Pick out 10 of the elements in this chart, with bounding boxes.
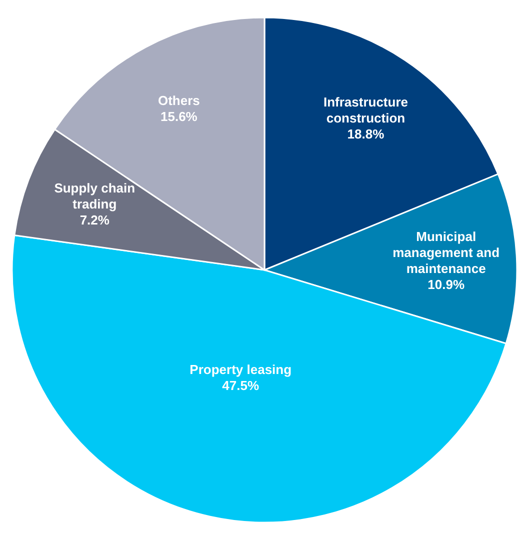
data-label: 15.6% xyxy=(160,109,198,124)
data-label: 47.5% xyxy=(222,378,260,393)
slice-label: Infrastructure construction xyxy=(323,94,408,126)
data-label: 10.9% xyxy=(428,276,465,292)
data-label: 18.8% xyxy=(347,126,385,142)
slice-label: Municipal management and maintenance xyxy=(392,228,500,276)
slice-label: Supply chain trading xyxy=(54,180,136,212)
data-label: 7.2% xyxy=(80,212,110,228)
slice-label: Property leasing xyxy=(190,362,292,377)
slice-label: Others xyxy=(158,93,200,108)
